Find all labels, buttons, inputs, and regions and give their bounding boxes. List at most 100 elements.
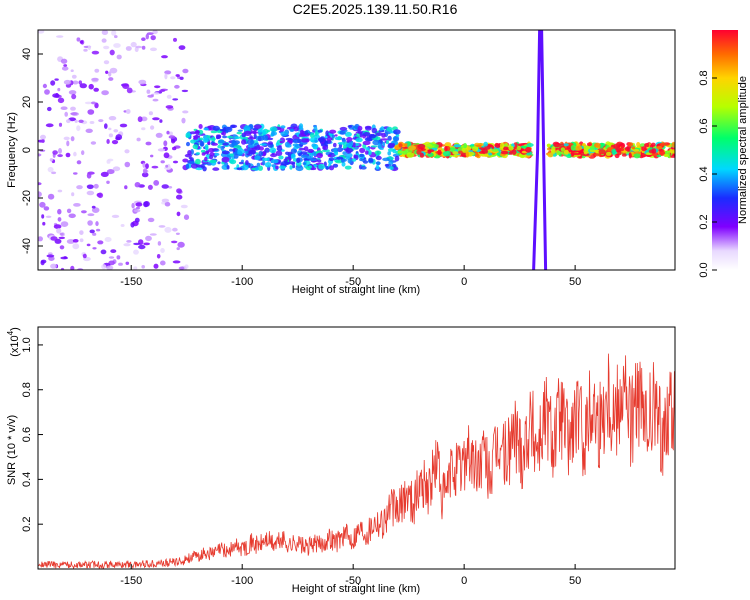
spectrogram-cell: [157, 148, 166, 152]
spectrogram-cell: [223, 127, 227, 131]
spectrogram-cell: [175, 232, 180, 235]
spectrogram-cell: [262, 134, 269, 141]
spectrogram-cell: [374, 150, 382, 156]
spectrogram-cell: [141, 265, 145, 269]
spectrogram-cell: [465, 151, 470, 158]
spectrogram-cell: [574, 145, 582, 151]
spectrogram-cell: [91, 77, 99, 81]
spectrogram-cell: [38, 191, 42, 198]
spectrogram-cell: [152, 30, 158, 35]
spectrogram-cell: [76, 160, 82, 165]
spectrogram-cell: [416, 149, 422, 155]
spectrogram-cell: [246, 139, 255, 145]
spectrogram-cell: [264, 147, 271, 153]
spectrogram-cell: [318, 163, 325, 170]
spectrogram-cell: [47, 106, 52, 112]
spectrogram-cell: [351, 158, 357, 162]
spectrogram-cell: [66, 208, 72, 214]
spectrogram-cell: [258, 151, 264, 156]
spectrogram-cell: [309, 158, 318, 162]
spectrogram-cell: [379, 127, 383, 131]
spectrogram-cell: [296, 157, 301, 164]
snr-frame: [37, 326, 676, 570]
spectrogram-cell: [367, 149, 372, 156]
spectrogram-cell: [71, 74, 77, 79]
spectrogram-cell: [336, 147, 343, 153]
spectrogram-cell: [48, 256, 55, 261]
spectrogram-cell: [185, 132, 191, 138]
spectrogram-cell: [229, 153, 234, 157]
y-tick-label: 1.0: [21, 337, 33, 352]
spectrogram-cell: [100, 249, 107, 255]
spectrogram-feature-3: [532, 30, 548, 270]
spectrogram-cell: [355, 137, 363, 143]
spectrogram-cell: [209, 159, 217, 163]
spectrogram-cell: [133, 266, 138, 270]
spectrogram-cell: [79, 230, 84, 236]
y-tick-label: 40: [21, 48, 33, 60]
spectrogram-cell: [226, 135, 234, 139]
spectrogram-cell: [138, 244, 146, 250]
spectrogram-cell: [280, 161, 289, 166]
spectrogram-cell: [341, 138, 346, 143]
snr-x-label: Height of straight line (km): [292, 583, 420, 595]
spectrogram-cell: [178, 45, 186, 50]
spectrogram-cell: [148, 111, 153, 116]
spectrogram-cell: [267, 141, 273, 145]
spectrogram-cell: [57, 217, 62, 222]
spectrogram-cell: [594, 142, 601, 148]
spectrogram-cell: [547, 152, 554, 158]
spectrogram-cell: [178, 266, 185, 270]
spectrogram-cell: [165, 164, 169, 168]
spectrogram-cell: [262, 157, 270, 161]
snr-y-ticks: 0.2 0.4 0.6 0.8 1.0: [21, 337, 43, 532]
spectrogram-cell: [182, 110, 189, 114]
spectrogram-cell: [237, 151, 243, 155]
spectrogram-cell: [269, 147, 277, 154]
snr-series-line: [38, 353, 675, 569]
spectrogram-cell: [149, 233, 157, 236]
spectrogram-cell: [70, 265, 75, 270]
spectrogram-cell: [516, 146, 522, 151]
spectrogram-cell: [395, 133, 400, 137]
spectrogram-cell: [606, 151, 612, 156]
spectrogram-cell: [59, 245, 65, 250]
spectrogram-cell: [494, 143, 501, 149]
spectrogram-cell: [628, 152, 632, 159]
spectrogram-cell: [150, 35, 156, 41]
spectrogram-cell: [93, 87, 99, 92]
spectrogram-cell: [365, 150, 369, 155]
spectrogram-cell: [161, 184, 169, 189]
x-tick-label: 0: [461, 575, 467, 587]
spectrogram-cell: [124, 161, 131, 168]
spectrogram-cell: [101, 38, 107, 43]
spectrogram-cell: [60, 267, 65, 270]
x-tick-label: 50: [569, 575, 581, 587]
spectrogram-cell: [172, 227, 178, 232]
spectrogram-cell: [371, 127, 378, 134]
spectrogram-panel: -150 -100 -50 0 50 -40 -20 0 20 40 Height of str…: [6, 29, 676, 296]
spectrogram-cell: [204, 156, 208, 162]
spectrogram-cell: [472, 146, 479, 152]
spectrogram-cell: [357, 125, 363, 131]
spectrogram-cell: [42, 221, 46, 226]
spectrogram-cell: [70, 106, 76, 111]
spectrogram-cell: [47, 193, 55, 200]
spectrogram-cell: [387, 148, 396, 152]
spectrogram-cell: [103, 45, 110, 50]
spectrogram-cell: [517, 143, 523, 147]
colorbar: 0.0 0.2 0.4 0.6 0.8 Normalized spectral ampl…: [698, 30, 749, 278]
spectrogram-cell: [359, 147, 366, 153]
spectrogram-cell: [386, 126, 393, 132]
spectrogram-cell: [126, 240, 132, 243]
spectrogram-marks: [38, 30, 675, 270]
spectrogram-cell: [96, 228, 101, 232]
spectrogram-cell: [286, 144, 292, 148]
colorbar-tick-label: 0.4: [698, 166, 710, 181]
spectrogram-feature-0: [38, 30, 190, 270]
spectrogram-cell: [233, 153, 239, 159]
spectrogram-cell: [73, 203, 81, 207]
spectrogram-cell: [126, 87, 133, 94]
spectrogram-cell: [314, 139, 318, 143]
spectrogram-cell: [122, 83, 130, 89]
